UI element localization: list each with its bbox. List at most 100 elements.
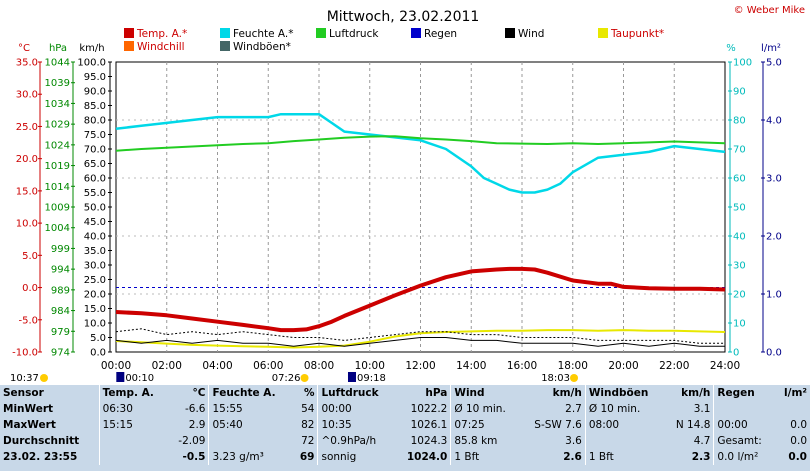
- tick-label: 4.0: [766, 116, 782, 127]
- tick-label: 2.0: [766, 232, 782, 243]
- tick-label: 1039: [45, 78, 70, 89]
- stats-cell: 15:15: [98, 417, 169, 433]
- stats-row-label: MaxWert: [3, 419, 56, 431]
- stats-cell: 05:40: [208, 417, 292, 433]
- weather-chart: Mittwoch, 23.02.2011 © Weber Mike Temp. …: [10, 5, 805, 384]
- sun-marker: [300, 374, 309, 382]
- legend-swatch: [411, 28, 421, 38]
- series-line: [115, 329, 726, 349]
- legend-label: Feuchte A.*: [233, 28, 294, 40]
- stats-cell: 0.0: [788, 451, 807, 463]
- legend-label: Taupunkt*: [610, 28, 664, 40]
- x-tick-label: 22:00: [659, 360, 689, 372]
- stats-cell: 15:55: [208, 401, 292, 417]
- moon-marker: [116, 372, 125, 382]
- stats-cell: 2.9: [188, 419, 206, 431]
- tick-label: 10.0: [84, 319, 106, 330]
- x-tick-label: 18:00: [558, 360, 588, 372]
- tick-label: 0: [733, 348, 739, 359]
- tick-label: 50.0: [84, 203, 106, 214]
- marker-time: 09:18: [357, 373, 386, 384]
- stats-cell: N 14.8: [675, 419, 711, 431]
- stats-cell: Ø 10 min.: [450, 401, 520, 417]
- legend-label: Luftdruck: [329, 28, 379, 40]
- marker-time: 18:03: [541, 373, 570, 384]
- stats-cell: 3.1: [693, 403, 711, 415]
- stats-cell: 0.0 l/m²: [713, 449, 775, 465]
- stats-row-label: 23.02. 23:55: [3, 451, 78, 463]
- stats-cell: [584, 433, 665, 449]
- stats-cell: [775, 401, 810, 417]
- legend: Temp. A.* Feuchte A.* Luftdruck Regen Wind Ta…: [124, 28, 664, 53]
- legend-label: Windböen*: [233, 41, 291, 53]
- tick-label: 80.0: [84, 116, 106, 127]
- legend-swatch: [124, 28, 134, 38]
- wind-axis-label: km/h: [79, 43, 104, 54]
- stats-row-label: MinWert: [3, 403, 54, 415]
- tick-label: 75.0: [84, 130, 106, 141]
- stats-cell: [98, 449, 169, 465]
- stats-header-gust-unit: km/h: [681, 387, 711, 399]
- stats-header-temp: Temp. A.: [98, 385, 169, 401]
- stats-cell: 54: [301, 403, 315, 415]
- sun-marker: [40, 374, 48, 382]
- x-tick-label: 10:00: [355, 360, 385, 372]
- stats-cell: -0.5: [182, 451, 206, 463]
- stats-row-label: Durchschnitt: [3, 435, 80, 447]
- tick-label: 5.0: [22, 251, 38, 262]
- marker-time: 00:10: [125, 373, 154, 384]
- tick-label: 95.0: [84, 72, 106, 83]
- series-line: [115, 135, 726, 152]
- stats-cell: 4.7: [693, 435, 711, 447]
- stats-header-wind-unit: km/h: [552, 387, 582, 399]
- stats-header-pressure: Luftdruck: [317, 385, 394, 401]
- stats-cell: Gesamt:: [713, 433, 775, 449]
- tick-label: 0.0: [22, 283, 38, 294]
- tick-label: 1029: [45, 120, 70, 131]
- tick-label: -5.0: [18, 315, 38, 326]
- stats-cell: 1 Bft: [584, 449, 665, 465]
- tick-label: 0.0: [766, 348, 782, 359]
- tick-label: 20: [733, 290, 746, 301]
- x-tick-label: 00:00: [101, 360, 131, 372]
- stats-header-rain: Regen: [713, 385, 775, 401]
- series-line: [115, 266, 726, 333]
- legend-swatch: [124, 41, 134, 51]
- x-tick-label: 14:00: [456, 360, 486, 372]
- tick-label: 5.0: [90, 333, 106, 344]
- tick-label: 30.0: [84, 261, 106, 272]
- tick-label: 1.0: [766, 290, 782, 301]
- stats-cell: [208, 433, 292, 449]
- stats-cell: 08:00: [584, 417, 665, 433]
- tick-label: 1004: [45, 223, 70, 234]
- tick-label: 1009: [45, 203, 70, 214]
- stats-cell: -6.6: [184, 403, 206, 415]
- stats-cell: 3.6: [565, 435, 582, 447]
- tick-label: 979: [51, 327, 70, 338]
- x-tick-label: 06:00: [253, 360, 283, 372]
- stats-header-sensor: Sensor: [3, 387, 44, 399]
- tick-label: 999: [51, 244, 70, 255]
- tick-label: 55.0: [84, 188, 106, 199]
- stats-header-humidity-unit: %: [303, 387, 315, 399]
- tick-label: 60: [733, 174, 746, 185]
- tick-label: 1034: [45, 99, 70, 110]
- stats-cell: 07:25: [450, 417, 520, 433]
- legend-swatch: [598, 28, 608, 38]
- legend-swatch: [505, 28, 515, 38]
- stats-cell: 0.0: [790, 419, 807, 431]
- tick-label: 25.0: [84, 275, 106, 286]
- stats-cell: S-SW 7.6: [534, 419, 582, 431]
- tick-label: 974: [51, 348, 70, 359]
- stats-cell: 1022.2: [410, 403, 448, 415]
- tick-label: 1014: [45, 182, 70, 193]
- gridlines: [115, 61, 726, 353]
- x-tick-label: 02:00: [152, 360, 182, 372]
- tick-label: 40.0: [84, 232, 106, 243]
- time-markers: 10:37 00:10 07:26 09:18 18:03: [10, 372, 579, 384]
- axes: 35.0 30.0 25.0 20.0 15.0 10.0 5.0 0.0 -5.0 -10.0 1…: [12, 58, 782, 373]
- stats-cell: 06:30: [98, 401, 169, 417]
- stats-header-pressure-unit: hPa: [425, 387, 448, 399]
- tick-label: 20.0: [16, 154, 38, 165]
- stats-cell: 85.8 km: [450, 433, 520, 449]
